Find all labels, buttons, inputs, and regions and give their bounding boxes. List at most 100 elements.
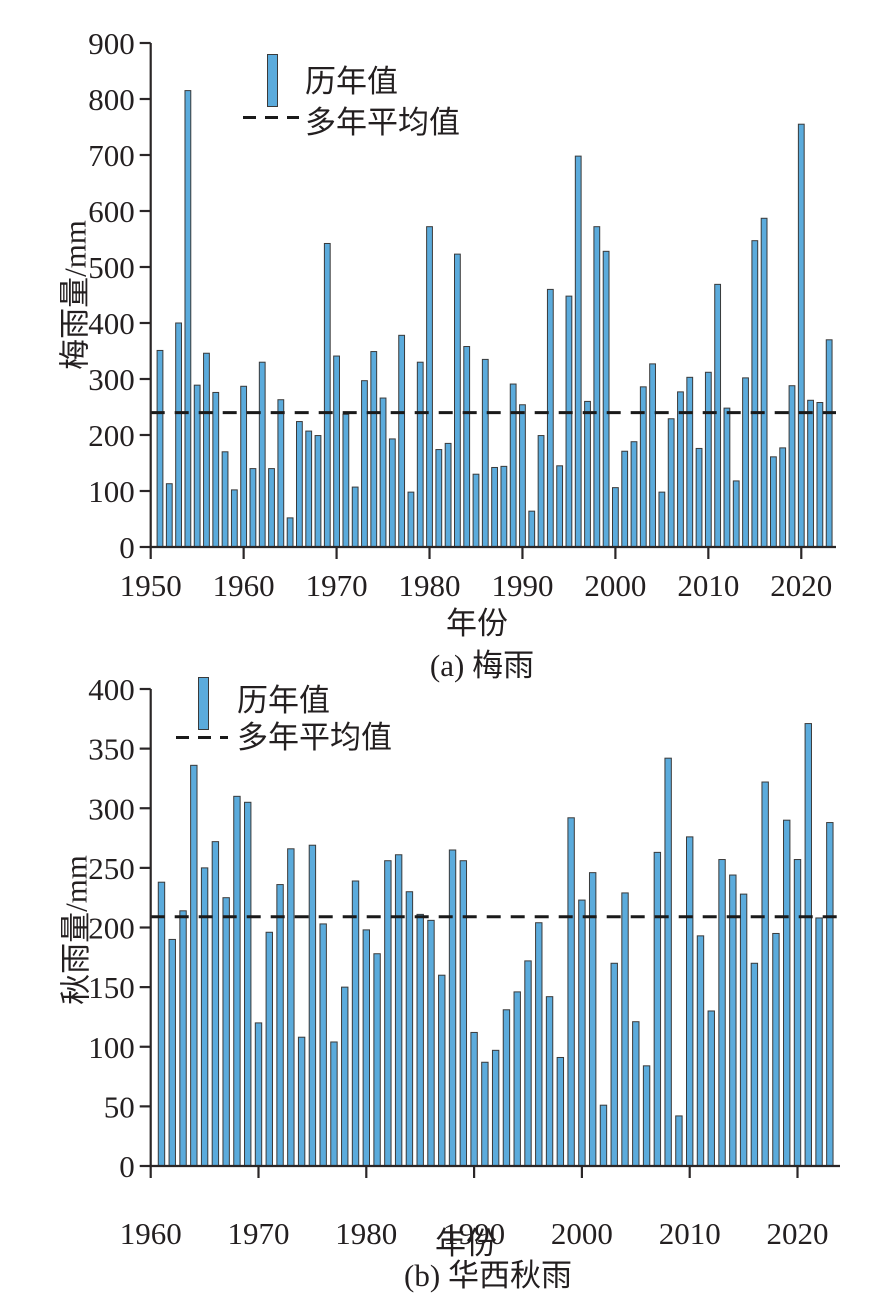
x-tick-label: 1960	[213, 568, 275, 603]
bar-2010	[704, 371, 712, 548]
panel-b-legend-annual-label: 历年值	[237, 683, 330, 718]
bar-2006	[642, 1065, 651, 1167]
panel-a-legend-annual-label: 历年值	[305, 64, 398, 99]
bar-2011	[696, 935, 705, 1167]
x-tick-label: 2020	[767, 1216, 829, 1251]
bar-2018	[779, 447, 787, 548]
bar-1995	[524, 960, 532, 1167]
bar-2010	[686, 836, 694, 1167]
bar-1992	[537, 435, 545, 548]
bar-1992	[491, 1049, 500, 1167]
bar-2021	[807, 399, 814, 548]
bar-1974	[297, 1036, 306, 1167]
y-tick-label: 400	[88, 306, 135, 341]
bar-1989	[509, 383, 517, 548]
bar-2015	[739, 893, 748, 1167]
x-tick-label: 2010	[659, 1216, 721, 1251]
bar-2016	[750, 962, 759, 1167]
bar-2008	[686, 376, 694, 548]
y-tick-label: 100	[88, 474, 135, 509]
bar-1962	[168, 938, 176, 1167]
bar-2005	[658, 491, 666, 548]
bar-1967	[222, 897, 230, 1167]
bar-1993	[546, 288, 554, 548]
bar-1990	[470, 1031, 478, 1167]
bar-1978	[407, 491, 415, 548]
bar-2019	[783, 819, 791, 1167]
bar-1962	[258, 361, 266, 548]
panel-a-legend-dash-swatch	[243, 116, 299, 119]
panel-b-legend-mean-label: 多年平均值	[237, 720, 392, 755]
bar-1987	[491, 466, 498, 548]
panel-a-chart: 0 100 200 300 400 500 600 700 800 900 1950 1960 1970…	[88, 26, 836, 603]
bar-2005	[632, 1021, 640, 1167]
panel-b-y-axis-label: 秋雨量/mm	[58, 855, 94, 1005]
bar-1982	[444, 442, 452, 548]
bar-1986	[427, 919, 435, 1167]
bar-2000	[578, 899, 586, 1167]
bar-1952	[165, 483, 173, 548]
bar-2003	[610, 962, 618, 1167]
bar-1973	[287, 848, 295, 1167]
bar-2011	[714, 283, 722, 548]
y-tick-label: 50	[104, 1089, 135, 1124]
x-tick-label: 1970	[306, 568, 368, 603]
y-tick-label: 0	[119, 530, 135, 565]
bar-2004	[649, 363, 656, 548]
bar-1955	[193, 384, 201, 548]
bar-1999	[602, 250, 610, 548]
x-tick-label: 1980	[399, 568, 461, 603]
bar-2015	[751, 240, 759, 548]
bar-1988	[448, 849, 457, 1167]
bar-1989	[459, 860, 468, 1167]
bar-1964	[190, 764, 198, 1167]
bar-2000	[612, 487, 619, 548]
bar-1953	[175, 322, 182, 548]
bar-1981	[435, 449, 443, 548]
bar-1995	[565, 295, 573, 548]
x-tick-label: 2000	[551, 1216, 613, 1251]
bar-1985	[416, 913, 424, 1167]
bar-2009	[675, 1115, 683, 1167]
bar-1970	[333, 355, 340, 548]
bar-2007	[653, 851, 662, 1167]
bar-2016	[760, 217, 768, 548]
bar-1996	[574, 155, 582, 548]
bar-1966	[211, 841, 220, 1167]
x-tick-label: 2010	[677, 568, 739, 603]
bar-1976	[319, 923, 327, 1167]
y-tick-label: 600	[88, 194, 135, 229]
bar-2022	[815, 917, 823, 1167]
bar-1978	[341, 986, 349, 1167]
bar-1970	[254, 1022, 263, 1167]
bar-1951	[156, 349, 164, 548]
bar-1979	[416, 361, 424, 548]
bar-2012	[723, 407, 731, 548]
bar-1980	[426, 226, 433, 548]
x-tick-label: 1980	[335, 1216, 397, 1251]
bar-1966	[296, 421, 303, 548]
bar-2014	[729, 874, 737, 1167]
y-tick-label: 200	[88, 418, 135, 453]
y-tick-label: 700	[88, 138, 135, 173]
bar-1961	[157, 881, 166, 1167]
bar-1986	[481, 358, 489, 548]
bar-1984	[463, 346, 471, 548]
bar-2020	[797, 123, 805, 548]
bar-1999	[567, 817, 575, 1167]
bar-2009	[695, 447, 703, 548]
bar-2001	[621, 450, 629, 548]
y-tick-label: 800	[88, 82, 135, 117]
bar-1969	[323, 242, 331, 548]
bar-2003	[639, 386, 647, 548]
bar-1985	[472, 473, 480, 548]
bar-1984	[405, 891, 414, 1167]
panel-b-chart: 0 50 100 150 200 250 300 350 400 1960 1970 1980 1990…	[88, 672, 840, 1251]
y-tick-label: 350	[88, 732, 135, 767]
bar-1987	[438, 974, 446, 1167]
bar-2023	[825, 339, 833, 548]
bar-1977	[330, 1041, 338, 1167]
bar-1998	[593, 226, 601, 548]
bar-2007	[677, 391, 684, 548]
x-tick-label: 1970	[228, 1216, 290, 1251]
